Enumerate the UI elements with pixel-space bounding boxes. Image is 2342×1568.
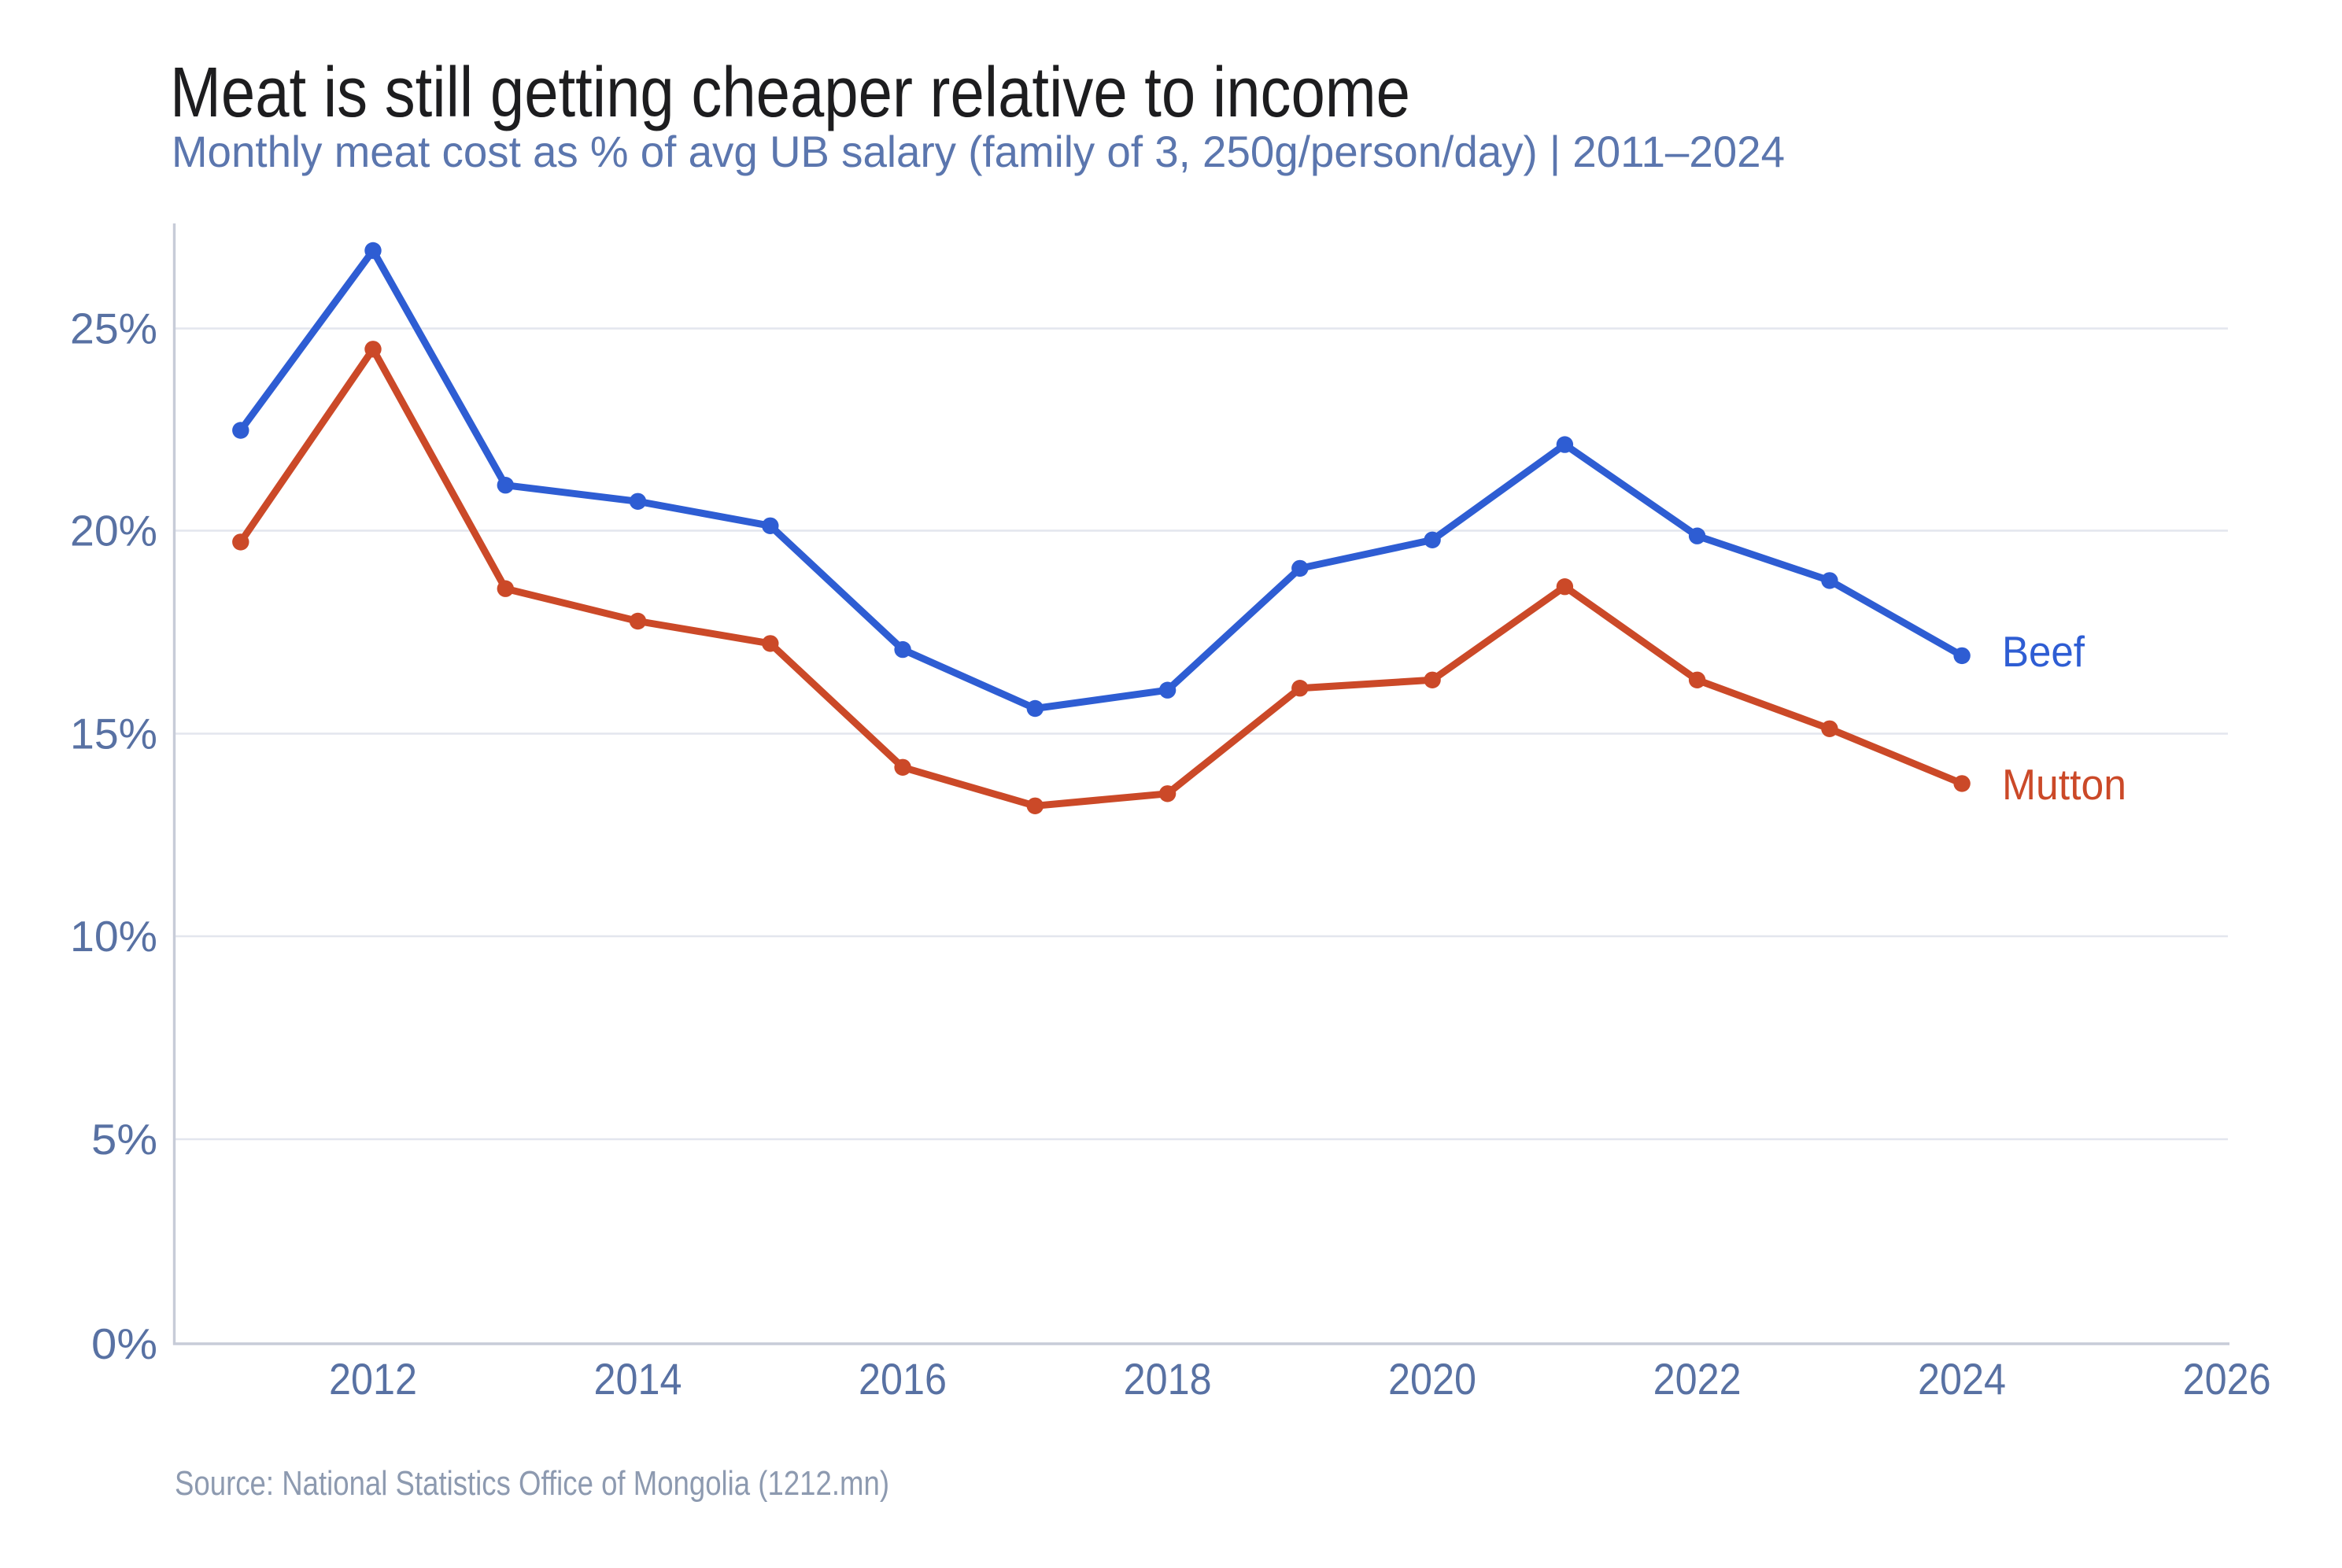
- svg-text:Beef: Beef: [2002, 627, 2085, 676]
- svg-text:2014: 2014: [594, 1354, 682, 1404]
- svg-text:5%: 5%: [91, 1115, 157, 1164]
- svg-text:2024: 2024: [1918, 1354, 2006, 1404]
- svg-text:10%: 10%: [70, 912, 157, 961]
- svg-text:2012: 2012: [329, 1354, 417, 1404]
- svg-text:15%: 15%: [70, 710, 157, 758]
- svg-text:2022: 2022: [1653, 1354, 1742, 1404]
- svg-text:2026: 2026: [2183, 1354, 2271, 1404]
- svg-text:2016: 2016: [859, 1354, 947, 1404]
- svg-text:20%: 20%: [70, 507, 157, 555]
- svg-text:0%: 0%: [91, 1319, 157, 1368]
- svg-text:Meat is still getting cheaper: Meat is still getting cheaper relative t…: [170, 53, 1410, 132]
- svg-text:2020: 2020: [1388, 1354, 1476, 1404]
- svg-text:25%: 25%: [70, 304, 157, 353]
- svg-text:Source: National Statistics Of: Source: National Statistics Office of Mo…: [175, 1464, 889, 1503]
- svg-text:2018: 2018: [1124, 1354, 1212, 1404]
- svg-text:Monthly meat cost as % of avg: Monthly meat cost as % of avg UB salary …: [172, 127, 1785, 176]
- svg-text:Mutton: Mutton: [2002, 760, 2126, 809]
